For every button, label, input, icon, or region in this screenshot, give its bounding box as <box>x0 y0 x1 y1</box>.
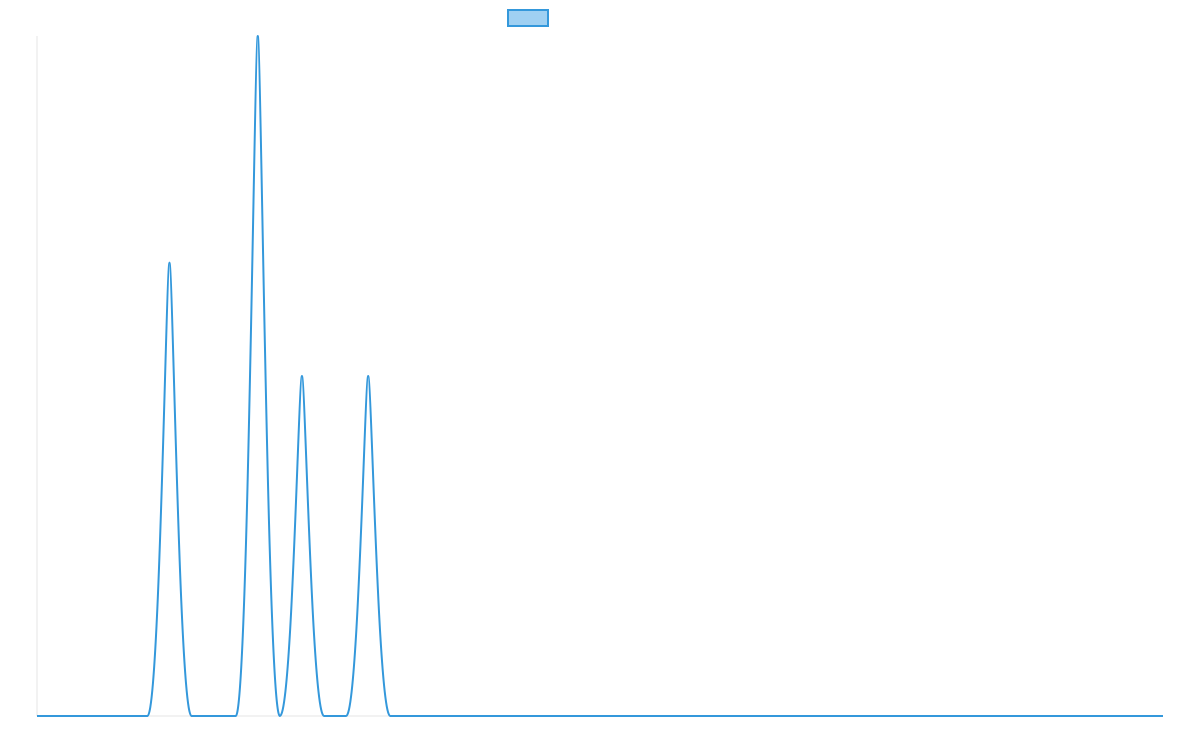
series-layer <box>37 35 1163 717</box>
legend[interactable] <box>507 9 549 27</box>
series-line-0 <box>37 35 1163 717</box>
legend-swatch[interactable] <box>507 9 549 27</box>
axes <box>36 36 1163 717</box>
